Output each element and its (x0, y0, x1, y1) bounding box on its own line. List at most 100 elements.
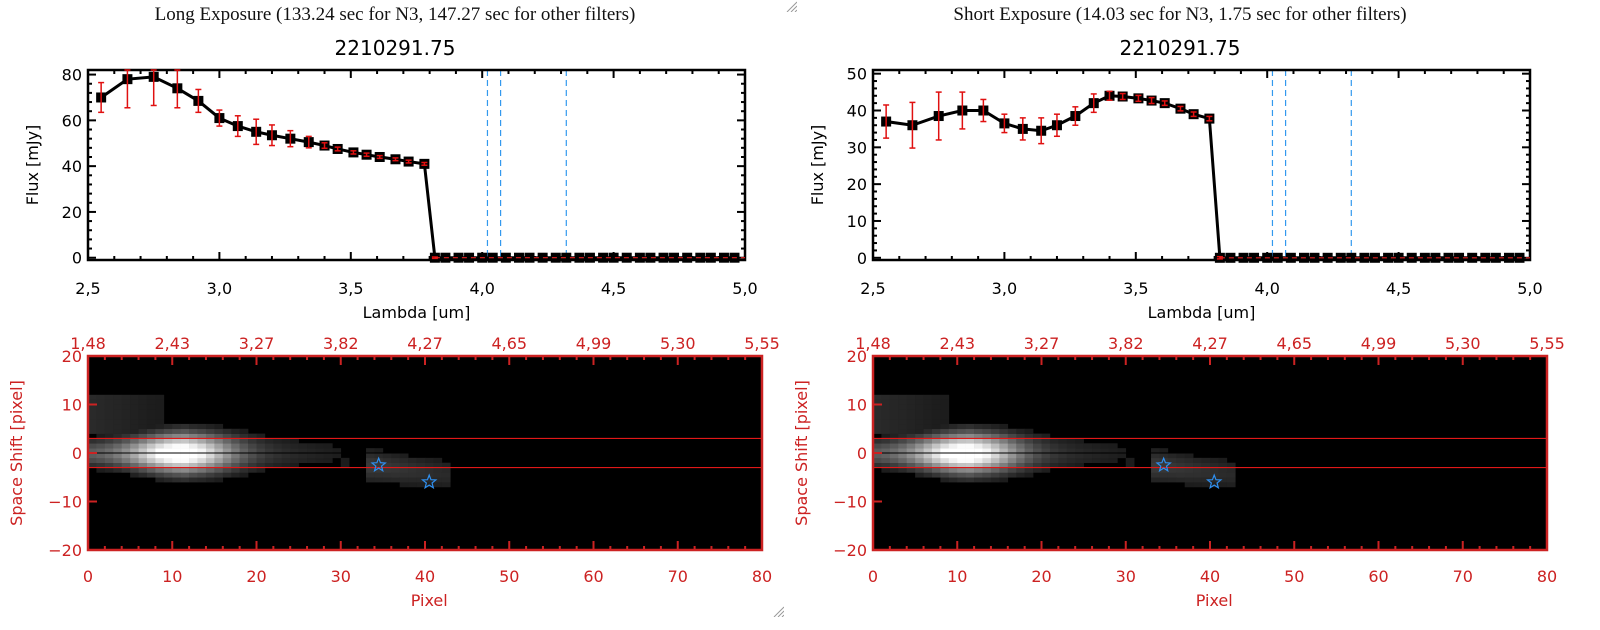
image-pixel (189, 443, 198, 449)
top-wavelength-tick-label: 1,48 (855, 334, 891, 353)
image-pixel (88, 419, 97, 425)
image-pixel (965, 448, 975, 454)
image-pixel (104, 467, 114, 473)
image-pixel (121, 409, 131, 415)
image-pixel (155, 438, 165, 444)
image-pixel (881, 404, 891, 410)
image-pixel (1100, 443, 1110, 449)
image-pixel (1108, 453, 1118, 459)
image-pixel (146, 428, 156, 434)
image-pixel (982, 433, 992, 439)
image-pixel (113, 462, 122, 468)
image-pixel (1151, 457, 1160, 463)
image-pixel (425, 477, 434, 483)
image-pixel (104, 453, 114, 459)
image-pixel (1176, 453, 1186, 459)
image-pixel (239, 472, 249, 478)
data-point (1383, 252, 1394, 263)
image-pixel (1041, 443, 1051, 449)
top-wavelength-tick-label: 4,99 (1361, 334, 1397, 353)
image-pixel (881, 394, 891, 400)
image-pixel (931, 472, 941, 478)
image-pixel (172, 423, 181, 430)
x-tick-label: 3,5 (1123, 279, 1148, 298)
image-pixel (416, 467, 426, 473)
image-pixel (931, 419, 941, 425)
image-pixel (898, 453, 907, 459)
image-pixel (441, 462, 451, 468)
image-pixel (172, 477, 181, 483)
image-pixel (416, 457, 426, 463)
y-tick-label: 40 (62, 157, 82, 176)
image-pixel (121, 453, 131, 459)
image-pixel (382, 477, 392, 483)
image-pixel (898, 462, 907, 468)
image-pixel (965, 438, 975, 444)
y-axis-label: Space Shift [pixel] (792, 380, 811, 526)
image-pixel (1151, 467, 1160, 473)
image-pixel (138, 462, 148, 468)
star-marker-icon (420, 473, 438, 490)
image-pixel (366, 472, 375, 478)
image-pixel (999, 477, 1009, 483)
top-wavelength-tick-label: 4,27 (407, 334, 443, 353)
image-pixel (239, 462, 249, 468)
image-pixel (923, 428, 933, 434)
y-tick-label: −20 (48, 541, 82, 560)
image-pixel (974, 477, 983, 483)
image-pixel (323, 457, 333, 463)
image-pixel (248, 453, 257, 459)
image-pixel (146, 399, 156, 405)
image-pixel (130, 472, 139, 478)
image-pixel (889, 443, 899, 449)
image-pixel (1218, 462, 1228, 468)
image-pixel (214, 438, 224, 444)
image-pixel (1100, 453, 1110, 459)
image-pixel (1218, 477, 1228, 483)
image-pixel (873, 443, 882, 449)
image-pixel (1049, 443, 1059, 449)
image-pixel (906, 457, 916, 463)
image-pixel (104, 394, 114, 400)
image-pixel (889, 394, 899, 400)
image-pixel (239, 438, 249, 444)
x-tick-label: 4,0 (469, 279, 494, 298)
image-pixel (1024, 467, 1034, 473)
image-pixel (1066, 462, 1076, 468)
image-pixel (113, 438, 122, 444)
image-pixel (931, 428, 941, 434)
image-pixel (197, 467, 207, 473)
top-wavelength-tick-label: 4,65 (491, 334, 527, 353)
image-pixel (965, 428, 975, 434)
image-pixel (898, 423, 907, 430)
image-pixel (974, 423, 983, 430)
image-pixel (205, 472, 215, 478)
resize-grip-icon[interactable] (785, 0, 797, 12)
image-pixel (298, 453, 308, 459)
image-pixel (923, 394, 933, 400)
x-tick-label: 4,0 (1254, 279, 1279, 298)
image-pixel (881, 453, 891, 459)
resize-grip-icon[interactable] (772, 605, 784, 617)
image-pixel (999, 443, 1009, 449)
image-pixel (923, 433, 933, 439)
y-tick-label: −20 (833, 541, 867, 560)
image-pixel (1066, 457, 1076, 463)
image-pixel (155, 414, 165, 420)
image-pixel (1167, 472, 1177, 478)
image-pixel (974, 438, 983, 444)
top-wavelength-tick-label: 3,27 (1024, 334, 1060, 353)
image-pixel (138, 453, 148, 459)
image-pixel (391, 472, 401, 478)
image-pixel (298, 457, 308, 463)
image-pixel (96, 438, 106, 444)
image-pixel (1058, 438, 1068, 444)
image-pixel (889, 448, 899, 454)
image-pixel (130, 457, 139, 463)
y-tick-label: 0 (857, 444, 867, 463)
image-pixel (982, 457, 992, 463)
image-pixel (391, 467, 401, 473)
image-pixel (982, 428, 992, 434)
star-marker-icon (1155, 456, 1172, 473)
image-pixel (281, 453, 291, 459)
